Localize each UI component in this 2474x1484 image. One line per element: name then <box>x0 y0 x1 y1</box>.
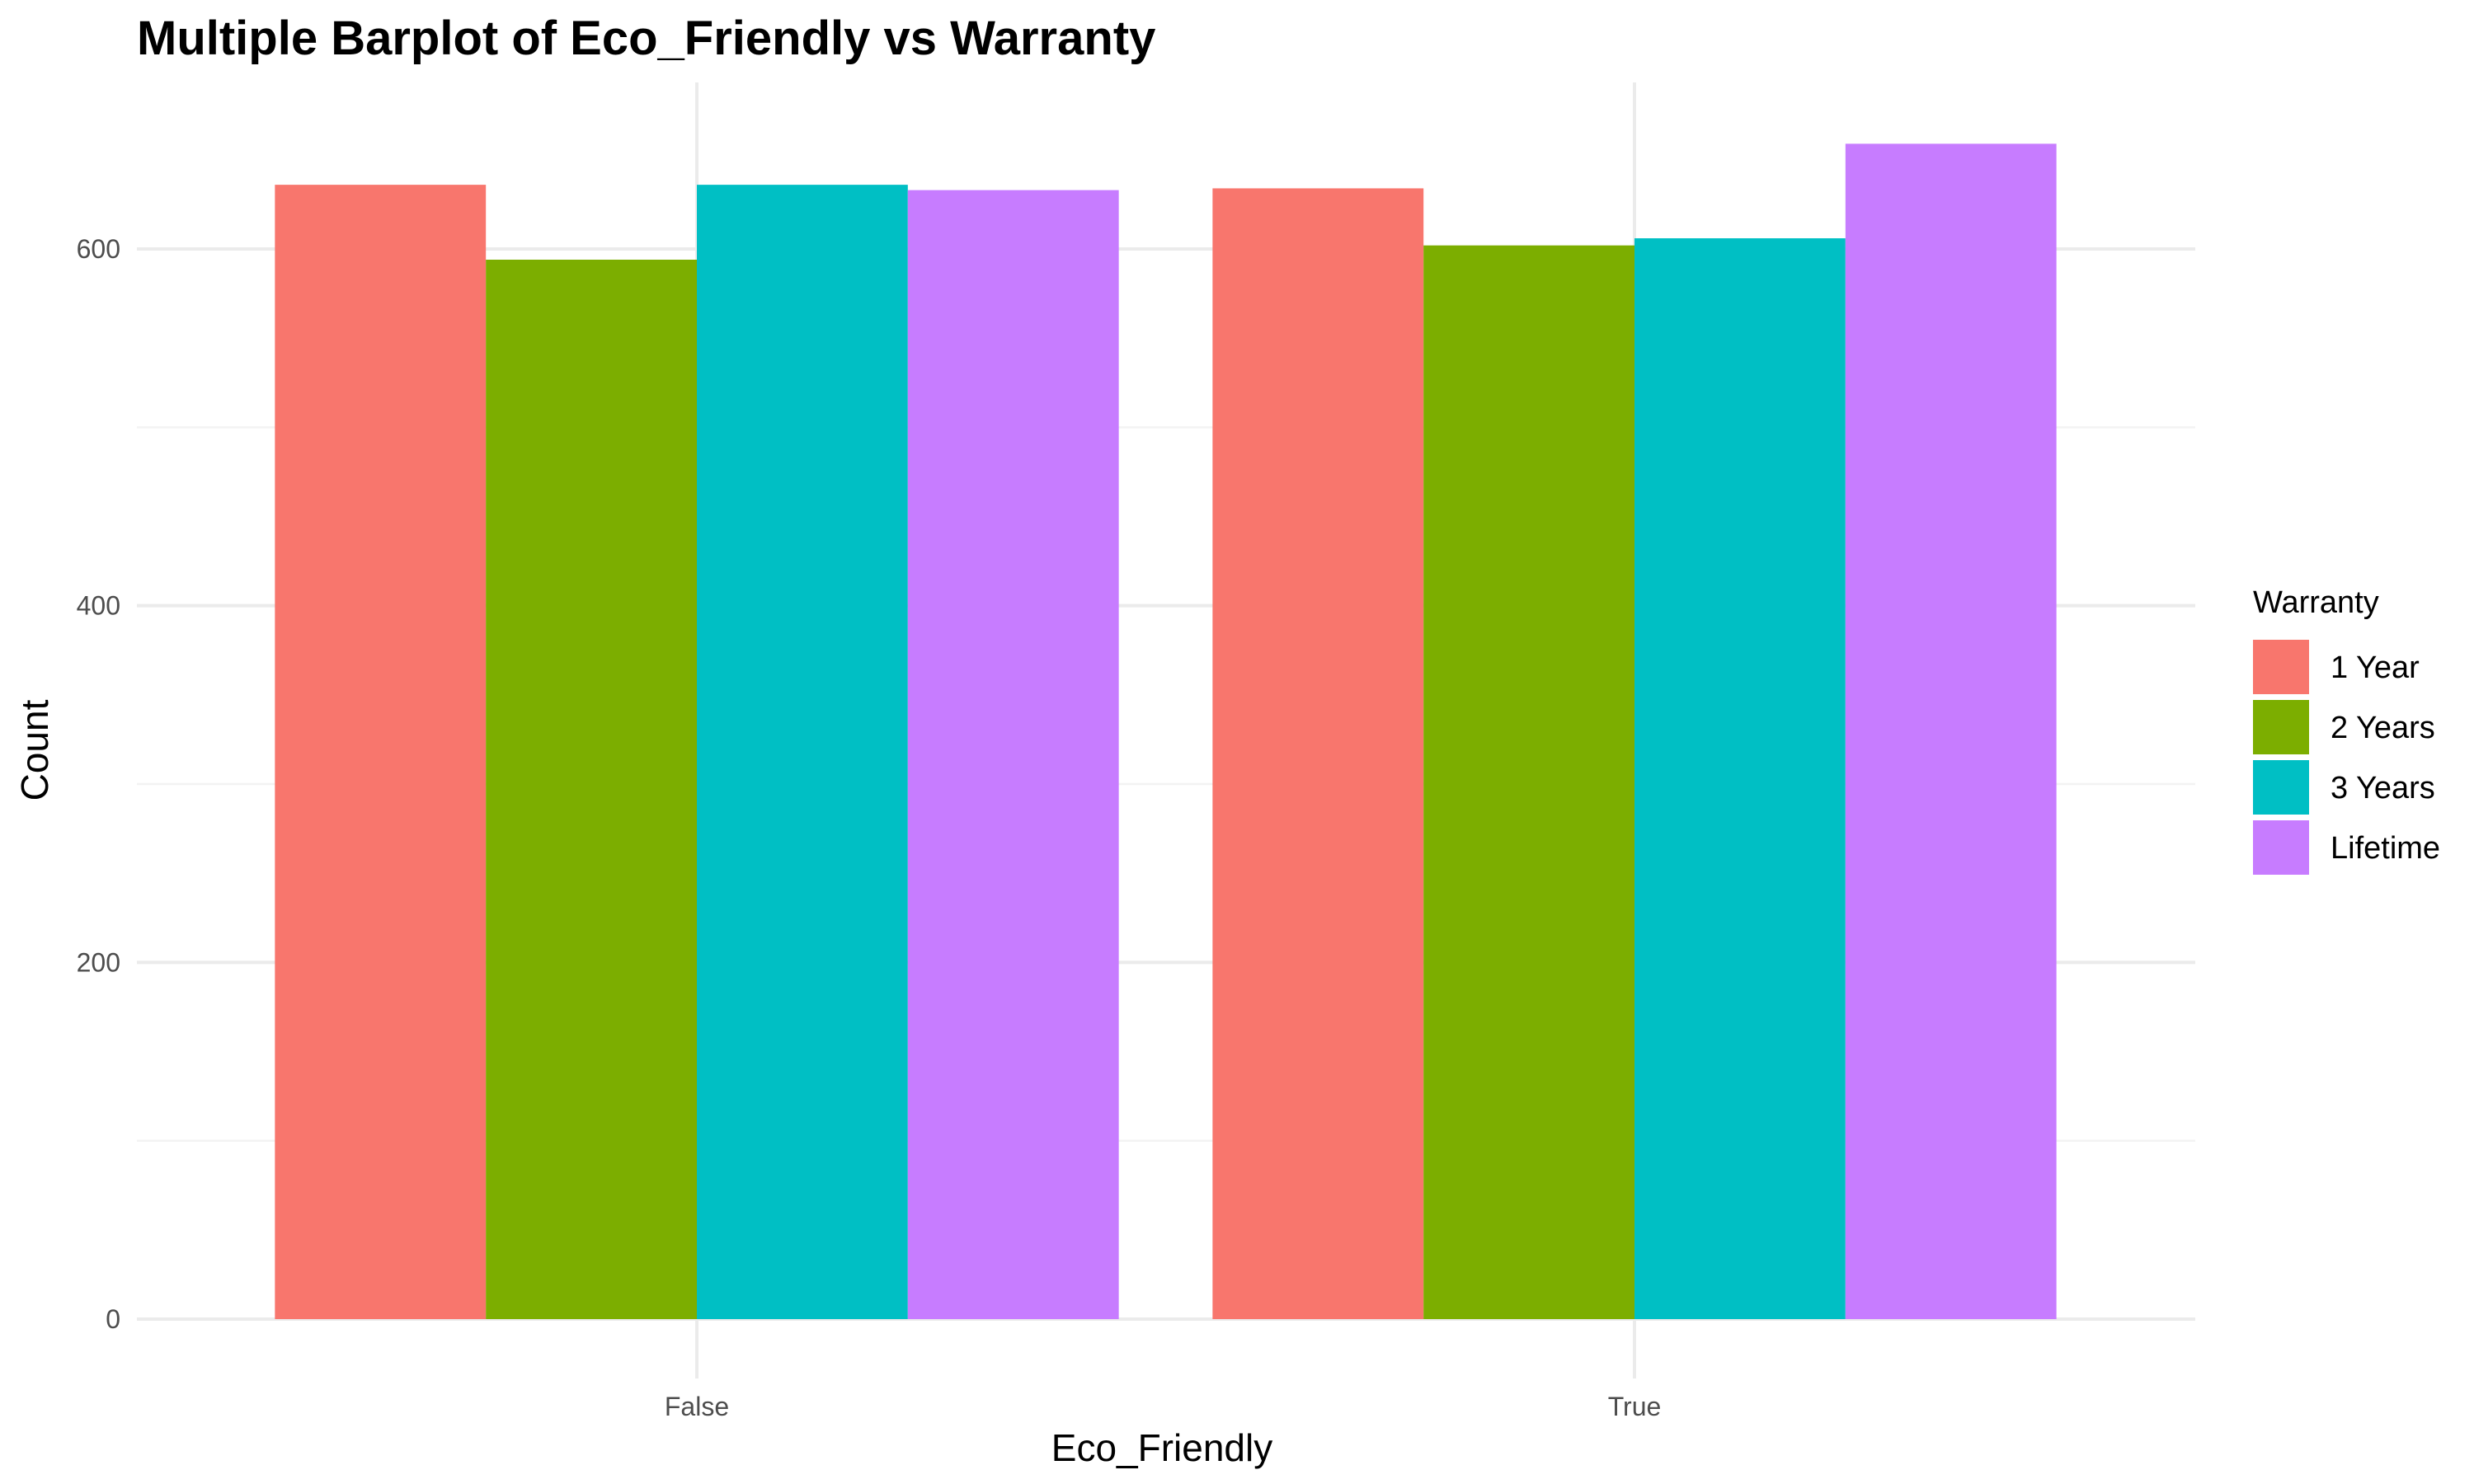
x-tick-label: True <box>1608 1392 1662 1421</box>
bar-false-2-years <box>486 259 697 1320</box>
legend-label: Lifetime <box>2331 831 2440 866</box>
bar-false-1-year <box>275 185 487 1319</box>
legend-key <box>2253 820 2309 875</box>
y-tick-label: 600 <box>77 234 120 264</box>
legend-label: 3 Years <box>2331 771 2435 805</box>
legend-key <box>2253 700 2309 754</box>
y-tick-label: 200 <box>77 947 120 977</box>
y-axis-ticks: 0 200 400 600 <box>77 234 120 1334</box>
legend-label: 1 Year <box>2331 650 2420 685</box>
bar-true-3-years <box>1634 238 1846 1319</box>
x-axis-ticks: False True <box>665 1392 1661 1421</box>
legend-title: Warranty <box>2253 585 2379 620</box>
y-axis-title: Count <box>13 699 56 801</box>
y-tick-label: 400 <box>77 591 120 621</box>
bar-false-3-years <box>697 185 908 1319</box>
x-tick-label: False <box>665 1392 729 1421</box>
bars <box>275 143 2057 1320</box>
x-axis-title: Eco_Friendly <box>1051 1426 1272 1469</box>
legend-label: 2 Years <box>2331 711 2435 745</box>
legend: Warranty 1 Year 2 Years 3 Years Lifetime <box>2253 585 2440 875</box>
y-tick-label: 0 <box>106 1304 120 1334</box>
bar-false-lifetime <box>907 190 1119 1320</box>
legend-key <box>2253 760 2309 815</box>
chart-title: Multiple Barplot of Eco_Friendly vs Warr… <box>137 12 1155 65</box>
legend-items: 1 Year 2 Years 3 Years Lifetime <box>2253 640 2440 875</box>
legend-key <box>2253 640 2309 694</box>
bar-true-1-year <box>1212 188 1424 1320</box>
bar-true-lifetime <box>1845 143 2057 1320</box>
bar-true-2-years <box>1423 245 1634 1319</box>
